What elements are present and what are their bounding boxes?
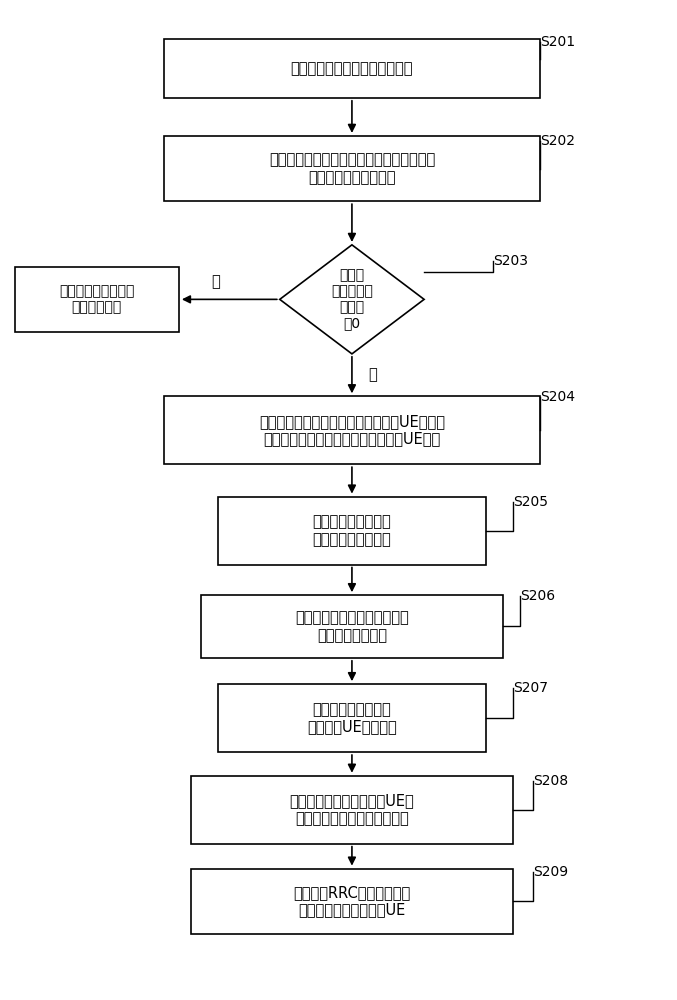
FancyBboxPatch shape xyxy=(14,267,179,332)
FancyBboxPatch shape xyxy=(191,869,513,934)
Polygon shape xyxy=(280,245,424,354)
Text: 基站对载波的负载状态进行评估: 基站对载波的负载状态进行评估 xyxy=(290,61,413,76)
Text: 否: 否 xyxy=(369,368,378,383)
Text: S208: S208 xyxy=(533,774,569,788)
FancyBboxPatch shape xyxy=(217,497,486,565)
Text: 是: 是 xyxy=(212,274,220,289)
FancyBboxPatch shape xyxy=(164,136,540,201)
Text: S202: S202 xyxy=(540,134,575,148)
Text: S209: S209 xyxy=(533,865,569,879)
Text: 确定高负载组中每个载波需要转移的UE数量，
并确定低负载组中每个载波可接纳的UE数量: 确定高负载组中每个载波需要转移的UE数量， 并确定低负载组中每个载波可接纳的UE… xyxy=(259,414,445,446)
Text: S204: S204 xyxy=(540,390,575,404)
FancyBboxPatch shape xyxy=(164,396,540,464)
FancyBboxPatch shape xyxy=(217,684,486,752)
Text: 为高负载组中的载波选择低负
载组中对应的载波: 为高负载组中的载波选择低负 载组中对应的载波 xyxy=(295,610,409,643)
Text: 将高负载组中同一个
载波上的UE进行排序: 将高负载组中同一个 载波上的UE进行排序 xyxy=(307,702,397,734)
Text: S206: S206 xyxy=(520,589,555,603)
Text: S201: S201 xyxy=(540,35,575,49)
Text: 是否有
至少一个组
载波数
为0: 是否有 至少一个组 载波数 为0 xyxy=(331,268,373,331)
Text: 结束本次均衡控制信
道负载的流程: 结束本次均衡控制信 道负载的流程 xyxy=(59,284,135,314)
Text: 基站通过RRC重配置信令，
将均衡调整结果配置给UE: 基站通过RRC重配置信令， 将均衡调整结果配置给UE xyxy=(293,885,410,917)
FancyBboxPatch shape xyxy=(201,595,503,658)
Text: 将低负载组中的所有
载波进行优先级排序: 将低负载组中的所有 载波进行优先级排序 xyxy=(313,514,391,547)
FancyBboxPatch shape xyxy=(191,776,513,844)
Text: S205: S205 xyxy=(513,495,548,509)
Text: S207: S207 xyxy=(513,681,548,695)
Text: S203: S203 xyxy=(493,254,528,268)
Text: 基站根据载波的负载状态，将所有载波划分
为高负载组和低负载组: 基站根据载波的负载状态，将所有载波划分 为高负载组和低负载组 xyxy=(269,152,435,185)
Text: 将高负载组中该载波上的UE转
移到低负载组中对应的载波上: 将高负载组中该载波上的UE转 移到低负载组中对应的载波上 xyxy=(290,793,414,826)
FancyBboxPatch shape xyxy=(164,39,540,98)
